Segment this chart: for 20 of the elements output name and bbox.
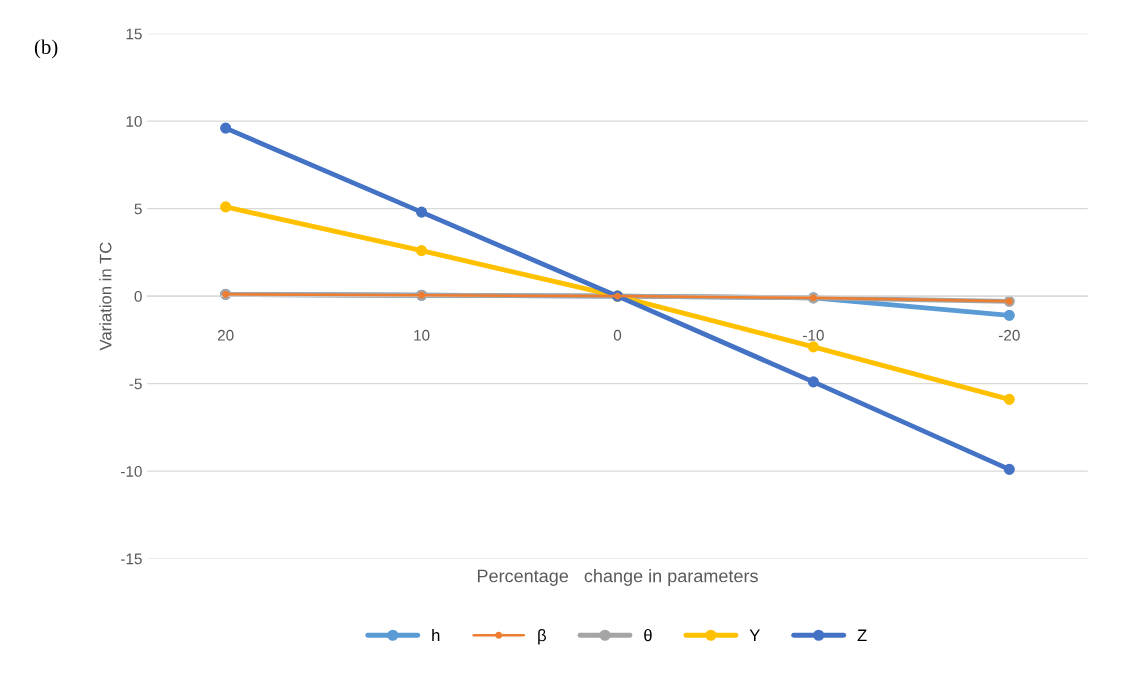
legend-label: Z <box>857 629 867 642</box>
y-tick-label: 10 <box>126 116 142 127</box>
y-tick-label: -15 <box>121 553 142 565</box>
text: (b) <box>34 39 58 59</box>
x-tick-label: 10 <box>414 329 430 341</box>
x-axis-title: Percentage change in parameters <box>477 569 758 586</box>
x-tick-label: -10 <box>803 329 824 341</box>
legend-label: Υ <box>749 629 760 642</box>
legend-label: h <box>432 629 440 642</box>
y-tick-label: 15 <box>126 28 142 40</box>
x-tick-label: -20 <box>998 329 1020 341</box>
y-tick-label: -5 <box>129 378 142 390</box>
y-tick-label: 0 <box>134 290 142 302</box>
y-axis-title: Variation in TC <box>99 242 112 351</box>
x-tick-label: 0 <box>613 329 622 341</box>
legend-label: θ <box>644 629 652 642</box>
y-tick-label: -10 <box>121 465 142 477</box>
y-tick-label: 5 <box>134 203 142 215</box>
legend-label: β <box>538 629 546 645</box>
x-tick-label: 20 <box>217 329 234 341</box>
